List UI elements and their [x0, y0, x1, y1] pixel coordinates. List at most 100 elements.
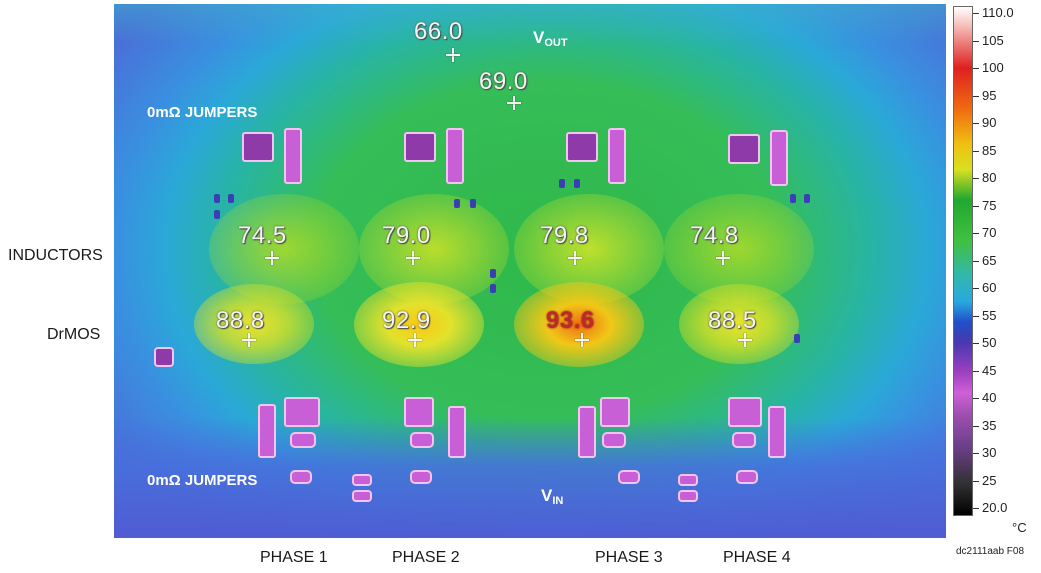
drmos-glow-2	[354, 282, 484, 367]
bottom-pad	[410, 470, 432, 484]
temp-drmos-1: 88.8	[216, 307, 265, 334]
color-scale-tick-label: 40	[982, 390, 997, 405]
bottom-comp-2a	[404, 397, 434, 427]
crosshair-icon	[408, 333, 422, 347]
color-scale-tick-label: 85	[982, 143, 997, 158]
pcb-via	[228, 194, 234, 203]
color-scale-tick	[973, 316, 979, 317]
thermal-top-band	[114, 4, 946, 44]
bottom-comp-1a	[258, 404, 276, 458]
color-scale-tick	[973, 151, 979, 152]
vout-label: VOUT	[533, 28, 568, 49]
bottom-pad	[290, 470, 312, 484]
crosshair-icon	[446, 48, 460, 62]
color-scale-tick	[973, 123, 979, 124]
small-left-comp	[154, 347, 174, 367]
bottom-pad	[678, 490, 698, 502]
color-scale-tick	[973, 288, 979, 289]
thermal-bottom-band	[114, 418, 946, 538]
top-jumper-comp-2	[284, 128, 302, 184]
bottom-comp-3a	[578, 406, 596, 458]
pcb-via	[454, 199, 460, 208]
vout-label-main: V	[533, 28, 545, 47]
color-scale-tick-label: 90	[982, 115, 997, 130]
bottom-pad	[618, 470, 640, 484]
color-scale-tick	[973, 426, 979, 427]
crosshair-icon	[406, 251, 420, 265]
drmos-glow-1	[194, 284, 314, 364]
color-scale-tick	[973, 508, 979, 509]
bottom-comp-4c	[732, 432, 756, 448]
temperature-color-scale	[953, 6, 973, 516]
color-scale-tick-label: 95	[982, 88, 997, 103]
figure-id: dc2111aab F08	[956, 546, 1025, 557]
drmos-glow-3	[514, 282, 644, 367]
drmos-label: DrMOS	[47, 326, 101, 343]
color-scale-tick	[973, 41, 979, 42]
jumpers-bottom-label: 0mΩ JUMPERS	[147, 472, 258, 489]
top-jumper-comp-4	[446, 128, 464, 184]
bottom-pad	[352, 490, 372, 502]
temp-inductor-3: 79.8	[540, 222, 589, 249]
phase-1-label: PHASE 1	[260, 549, 328, 566]
temp-drmos-4: 88.5	[708, 307, 757, 334]
temp-drmos-2: 92.9	[382, 307, 431, 334]
color-scale-tick-label: 80	[982, 170, 997, 185]
bottom-pad	[352, 474, 372, 486]
pcb-via	[214, 210, 220, 219]
color-scale-tick-label: 70	[982, 225, 997, 240]
color-scale-tick-label: 25	[982, 473, 997, 488]
bottom-comp-2c	[410, 432, 434, 448]
crosshair-icon	[575, 333, 589, 347]
pcb-via	[574, 179, 580, 188]
jumpers-top-label: 0mΩ JUMPERS	[147, 104, 258, 121]
vin-label: VIN	[541, 486, 563, 507]
bottom-comp-2b	[448, 406, 466, 458]
temperature-unit: °C	[1012, 520, 1027, 535]
top-jumper-comp-3	[404, 132, 436, 162]
color-scale-tick	[973, 96, 979, 97]
pcb-via	[794, 334, 800, 343]
color-scale-tick	[973, 13, 979, 14]
inductors-label: INDUCTORS	[8, 247, 103, 264]
vin-label-main: V	[541, 486, 553, 505]
pcb-via	[470, 199, 476, 208]
crosshair-icon	[507, 96, 521, 110]
phase-4-label: PHASE 4	[723, 549, 791, 566]
color-scale-tick	[973, 371, 979, 372]
crosshair-icon	[716, 251, 730, 265]
top-jumper-comp-6	[608, 128, 626, 184]
color-scale-tick	[973, 68, 979, 69]
crosshair-icon	[568, 251, 582, 265]
color-scale-tick	[973, 178, 979, 179]
crosshair-icon	[242, 333, 256, 347]
color-scale-tick-label: 75	[982, 198, 997, 213]
crosshair-icon	[265, 251, 279, 265]
color-scale-tick	[973, 398, 979, 399]
temp-inductor-1: 74.5	[238, 222, 287, 249]
bottom-pad	[736, 470, 758, 484]
color-scale-tick-label: 100	[982, 60, 1004, 75]
color-scale-tick-label: 105	[982, 33, 1004, 48]
color-scale-tick	[973, 481, 979, 482]
color-scale-tick-label: 55	[982, 308, 997, 323]
pcb-via	[804, 194, 810, 203]
bottom-pad	[678, 474, 698, 486]
color-scale-tick-label: 35	[982, 418, 997, 433]
color-scale-tick-label: 60	[982, 280, 997, 295]
color-scale-tick-label: 30	[982, 445, 997, 460]
top-jumper-comp-8	[770, 130, 788, 186]
color-scale-tick	[973, 343, 979, 344]
phase-3-label: PHASE 3	[595, 549, 663, 566]
pcb-via	[559, 179, 565, 188]
phase-2-label: PHASE 2	[392, 549, 460, 566]
thermal-image: 0mΩ JUMPERS 0mΩ JUMPERS VOUT VIN 66.0 69…	[114, 4, 946, 538]
bottom-comp-4b	[768, 406, 786, 458]
color-scale-tick-label: 45	[982, 363, 997, 378]
vout-label-sub: OUT	[544, 37, 568, 49]
color-scale-tick	[973, 206, 979, 207]
color-scale-tick-label: 110.0	[982, 5, 1014, 20]
color-scale-tick-label: 50	[982, 335, 997, 350]
temp-drmos-3: 93.6	[546, 307, 595, 334]
temp-output-2: 69.0	[479, 68, 528, 95]
